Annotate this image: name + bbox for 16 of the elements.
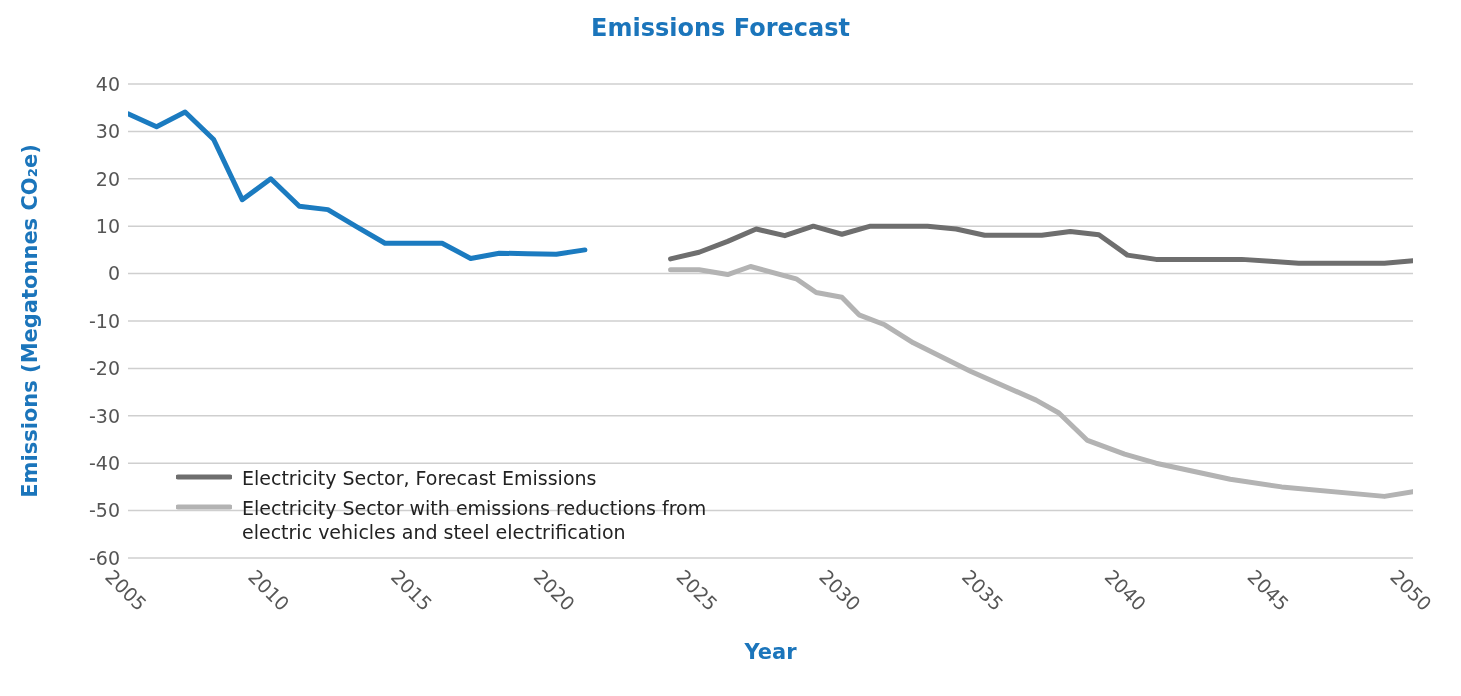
y-tick-label: 40 bbox=[95, 72, 120, 95]
y-tick-label: -40 bbox=[88, 451, 120, 474]
y-tick-label: 20 bbox=[95, 167, 120, 190]
y-axis-title: Emissions (Megatonnes CO₂e) bbox=[18, 144, 43, 498]
y-tick-label: -60 bbox=[88, 546, 120, 569]
y-tick-label: -50 bbox=[88, 499, 120, 522]
legend-label: Electricity Sector, Forecast Emissions bbox=[242, 466, 597, 490]
y-tick-label: 30 bbox=[95, 120, 120, 143]
y-tick-label: -30 bbox=[88, 404, 120, 427]
y-tick-label: -10 bbox=[88, 309, 120, 332]
y-tick-label: 0 bbox=[107, 262, 120, 285]
y-tick-label: 10 bbox=[95, 214, 120, 237]
legend-label: Electricity Sector with emissions reductions from electric vehicles and steel electrification bbox=[242, 496, 708, 544]
x-axis-title: Year bbox=[743, 640, 798, 664]
y-tick-label: -20 bbox=[88, 357, 120, 380]
chart-title: Emissions Forecast bbox=[590, 14, 851, 42]
